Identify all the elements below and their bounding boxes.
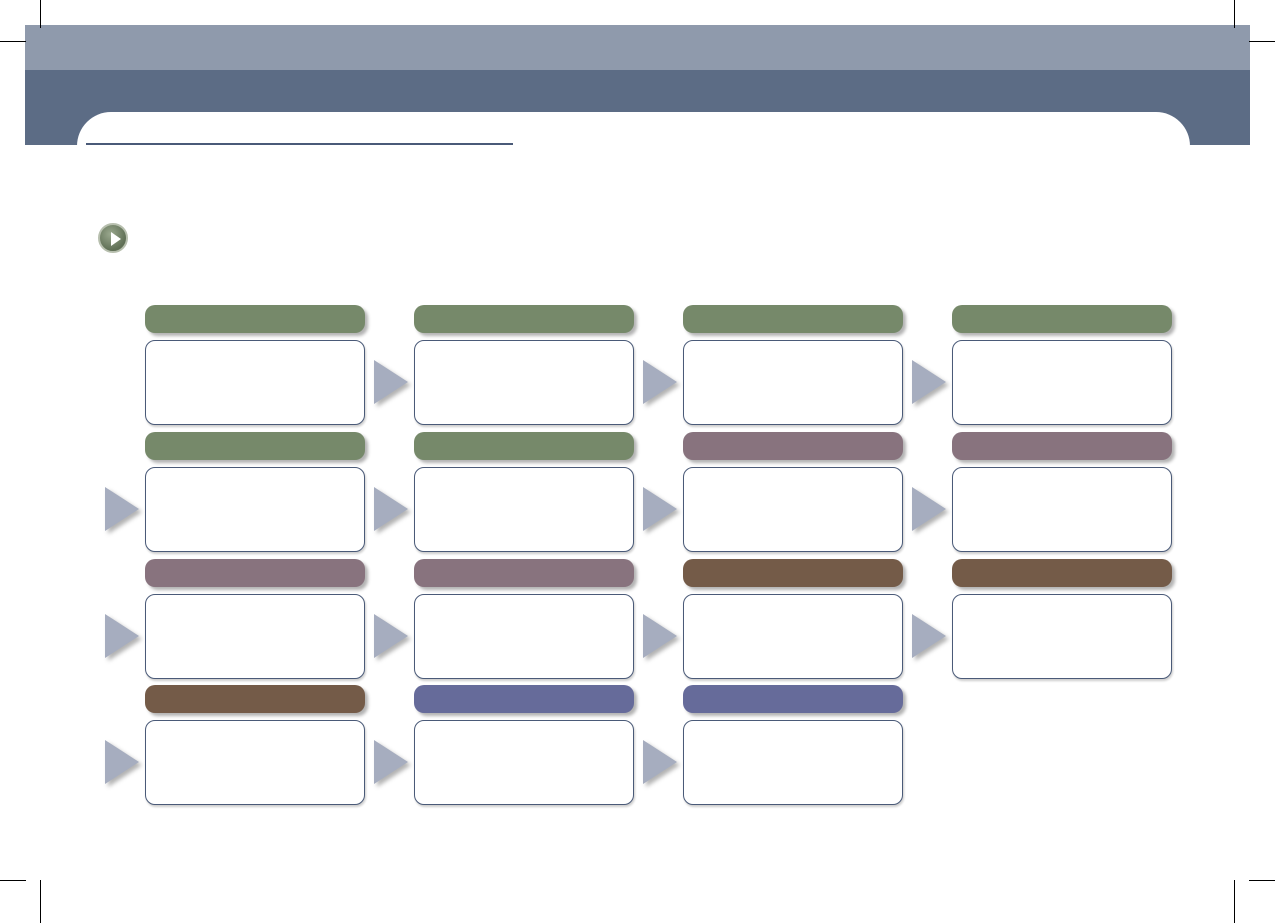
step-box [683, 594, 903, 679]
step-header [414, 559, 634, 587]
step-box [145, 467, 365, 552]
step-box [952, 340, 1172, 425]
triangle-arrow-icon [912, 614, 946, 658]
triangle-arrow-icon [643, 740, 677, 784]
step-header [145, 305, 365, 333]
step-box [414, 594, 634, 679]
step-header [414, 432, 634, 460]
step-header [145, 559, 365, 587]
triangle-arrow-icon [374, 487, 408, 531]
step-box [414, 340, 634, 425]
crop-mark [1249, 41, 1275, 42]
crop-mark [0, 880, 26, 881]
step-header [683, 685, 903, 713]
content-panel-top [77, 112, 1190, 152]
step-header [683, 559, 903, 587]
step-box [414, 467, 634, 552]
step-header [683, 432, 903, 460]
step-box [952, 594, 1172, 679]
triangle-arrow-icon [643, 487, 677, 531]
step-header [683, 305, 903, 333]
crop-mark [1234, 880, 1235, 923]
step-box [414, 720, 634, 805]
triangle-arrow-icon [374, 740, 408, 784]
header-band-top [25, 25, 1250, 70]
title-underline [86, 143, 513, 145]
step-header [145, 432, 365, 460]
step-box [145, 340, 365, 425]
step-box [683, 720, 903, 805]
play-circle-icon [98, 223, 128, 253]
step-box [145, 720, 365, 805]
crop-mark [1249, 880, 1275, 881]
step-box [683, 467, 903, 552]
step-header [414, 305, 634, 333]
triangle-arrow-icon [912, 487, 946, 531]
triangle-arrow-icon [105, 740, 139, 784]
step-header [952, 432, 1172, 460]
crop-mark [40, 0, 41, 28]
step-box [952, 467, 1172, 552]
step-box [683, 340, 903, 425]
triangle-arrow-icon [643, 614, 677, 658]
triangle-arrow-icon [105, 487, 139, 531]
crop-mark [0, 41, 26, 42]
triangle-arrow-icon [374, 360, 408, 404]
triangle-arrow-icon [374, 614, 408, 658]
step-header [952, 305, 1172, 333]
step-header [145, 685, 365, 713]
triangle-arrow-icon [912, 360, 946, 404]
step-header [952, 559, 1172, 587]
triangle-arrow-icon [643, 360, 677, 404]
crop-mark [40, 880, 41, 923]
step-header [414, 685, 634, 713]
triangle-arrow-icon [105, 614, 139, 658]
crop-mark [1234, 0, 1235, 28]
step-box [145, 594, 365, 679]
